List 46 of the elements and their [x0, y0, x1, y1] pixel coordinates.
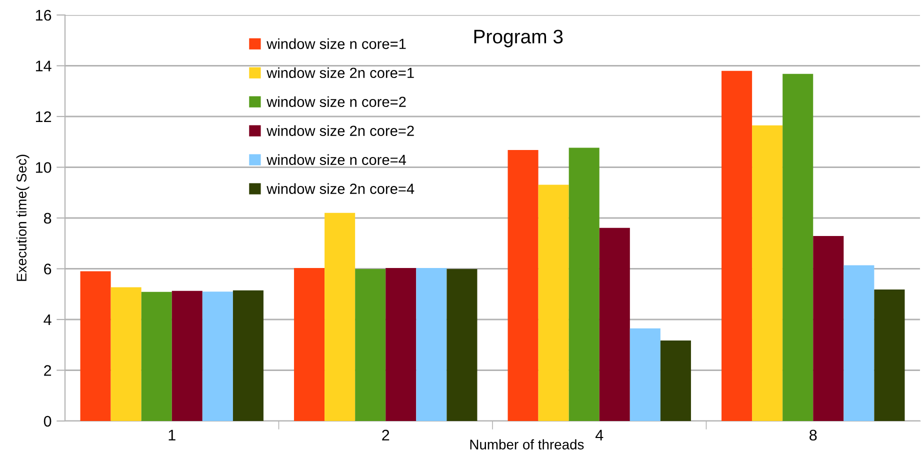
legend-label: window size n core=2: [266, 96, 406, 108]
x-axis-title: Number of threads: [470, 439, 584, 450]
x-tick-label: 8: [810, 430, 817, 441]
bar: [141, 292, 172, 421]
legend-label: window size n core=4: [266, 154, 406, 165]
x-tick-label: 2: [382, 430, 390, 440]
y-tick-label: 0: [44, 416, 52, 427]
legend-label: window size n core=1: [266, 38, 406, 50]
bar: [508, 150, 538, 421]
legend-label: window size 2n core=2: [266, 125, 414, 136]
y-tick-label: 2: [44, 365, 52, 376]
bar: [324, 212, 356, 421]
bar: [232, 290, 264, 421]
legend-label: window size 2n core=1: [266, 67, 414, 78]
bar: [599, 228, 630, 421]
y-tick-label: 10: [36, 162, 52, 173]
bar: [630, 328, 660, 421]
bar: [782, 74, 814, 421]
bar: [386, 268, 416, 421]
y-tick-label: 14: [36, 60, 52, 72]
bar: [660, 340, 691, 421]
bar: [813, 236, 844, 421]
y-axis-title: Execution time( Sec): [16, 154, 30, 281]
bar: [752, 125, 783, 421]
bar: [294, 268, 325, 421]
bar: [874, 290, 905, 421]
x-tick-label: 1: [168, 430, 176, 440]
bar: [80, 271, 111, 421]
bar: [568, 148, 600, 421]
bar: [416, 268, 447, 421]
text: Program 3: [474, 30, 563, 48]
x-tick-label: 4: [595, 430, 604, 440]
y-tick-label: 4: [44, 314, 52, 326]
y-tick-label: 16: [36, 10, 52, 21]
legend-label: window size 2n core=4: [266, 183, 414, 194]
y-tick-label: 12: [36, 111, 52, 122]
y-tick-label: 8: [44, 212, 52, 224]
bar: [446, 269, 478, 421]
bar: [202, 292, 233, 421]
bar: [355, 269, 386, 421]
bar: [172, 290, 202, 421]
bar: [110, 287, 142, 421]
y-tick-label: 6: [44, 264, 52, 274]
bar: [844, 265, 874, 421]
bar: [538, 184, 569, 421]
bar: [722, 70, 752, 421]
